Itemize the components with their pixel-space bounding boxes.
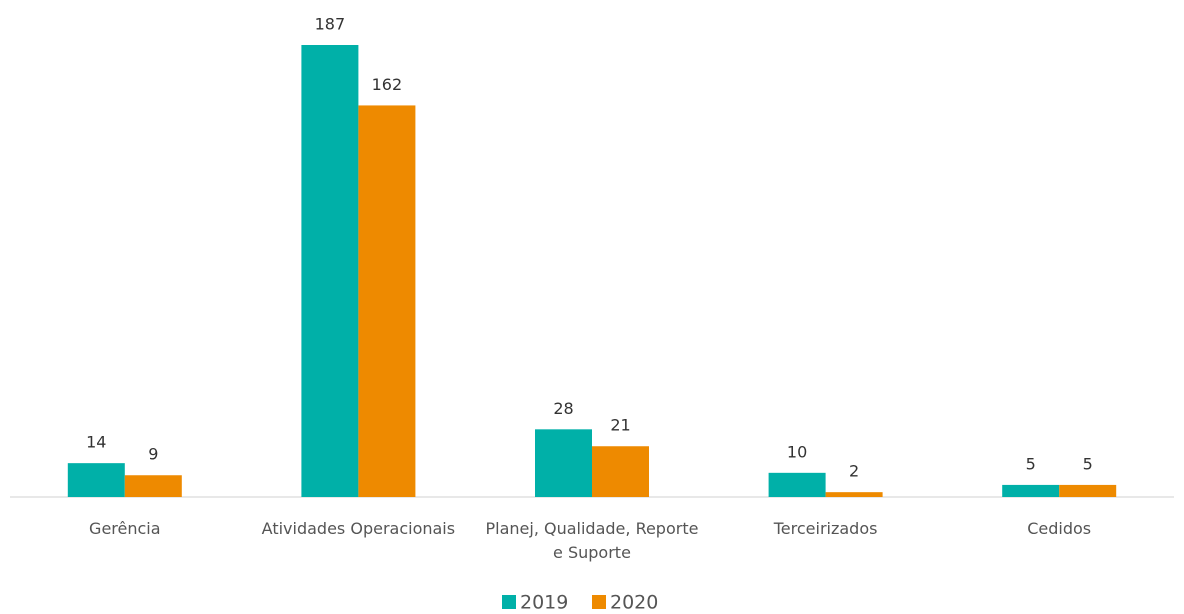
data-label: 187 <box>315 15 346 34</box>
data-label: 2 <box>849 462 859 481</box>
bar <box>1002 484 1060 497</box>
bar <box>825 492 883 497</box>
bar <box>768 472 826 497</box>
bar <box>1059 484 1117 497</box>
legend-label: 2020 <box>610 592 658 614</box>
bar <box>124 475 182 497</box>
data-label: 5 <box>1026 454 1036 473</box>
bar <box>358 105 416 498</box>
legend-swatch <box>592 595 606 609</box>
data-label: 10 <box>787 442 807 461</box>
data-label: 14 <box>86 433 106 452</box>
bar <box>592 446 649 497</box>
legend-swatch <box>502 595 516 609</box>
bar <box>67 463 125 497</box>
data-label: 9 <box>148 445 158 464</box>
bar <box>535 429 592 497</box>
x-tick-label: Terceirizados <box>773 519 878 538</box>
x-tick-label: Gerência <box>89 519 161 538</box>
data-label: 162 <box>372 75 403 94</box>
x-tick-label: Atividades Operacionais <box>261 519 456 538</box>
legend-label: 2019 <box>520 592 568 614</box>
x-tick-label: Cedidos <box>1027 519 1092 538</box>
data-label: 28 <box>553 399 573 418</box>
data-label: 5 <box>1083 454 1093 473</box>
x-tick-label: Planej, Qualidade, Reporte e Suporte <box>485 519 699 562</box>
data-label: 21 <box>610 416 630 435</box>
bar <box>301 45 359 497</box>
